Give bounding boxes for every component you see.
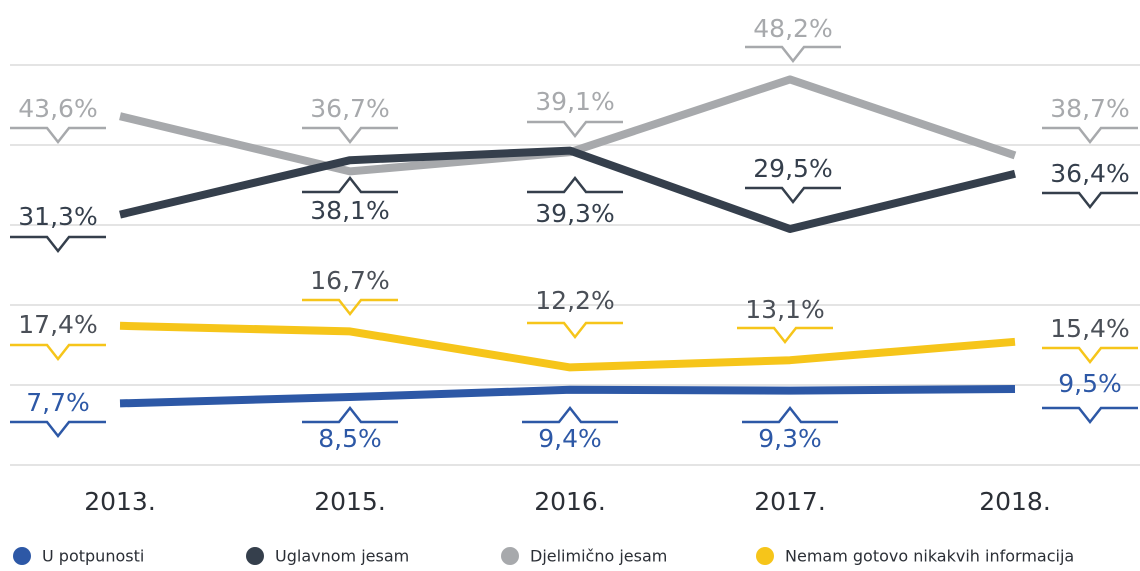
value-label: 13,1% — [745, 295, 824, 324]
value-label: 38,7% — [1050, 94, 1129, 123]
label-callout — [745, 186, 841, 205]
x-tick-label: 2013. — [84, 487, 156, 516]
label-callout — [527, 120, 623, 139]
legend-label: Nemam gotovo nikakvih informacija — [785, 547, 1074, 566]
value-label: 7,7% — [26, 388, 90, 417]
label-callout — [742, 405, 838, 424]
value-label: 9,5% — [1058, 369, 1122, 398]
label-callout — [1042, 191, 1138, 210]
value-label: 9,4% — [538, 424, 602, 453]
label-callout — [10, 420, 106, 439]
x-tick-label: 2017. — [754, 487, 826, 516]
label-callout — [527, 175, 623, 194]
legend-swatch — [756, 547, 774, 565]
legend-label: Uglavnom jesam — [275, 547, 409, 566]
value-label: 39,1% — [535, 87, 614, 116]
x-tick-label: 2015. — [314, 487, 386, 516]
label-callout — [302, 175, 398, 194]
value-label: 15,4% — [1050, 314, 1129, 343]
series-line — [119, 385, 1016, 408]
x-tick-label: 2018. — [979, 487, 1051, 516]
value-label: 39,3% — [535, 199, 614, 228]
series-line — [119, 321, 1016, 372]
value-label: 8,5% — [318, 424, 382, 453]
legend-label: Djelimično jesam — [530, 547, 667, 566]
label-callout — [10, 126, 106, 145]
label-callout — [302, 298, 398, 317]
label-callout — [1042, 126, 1138, 145]
value-label: 36,7% — [310, 94, 389, 123]
label-callout — [1042, 406, 1138, 425]
legend-swatch — [13, 547, 31, 565]
value-label: 17,4% — [18, 310, 97, 339]
label-callout — [302, 126, 398, 145]
label-callout — [302, 405, 398, 424]
value-label: 12,2% — [535, 286, 614, 315]
label-callout — [522, 405, 618, 424]
value-label: 16,7% — [310, 266, 389, 295]
series-line — [119, 146, 1016, 233]
label-callout — [745, 45, 841, 64]
value-label: 31,3% — [18, 202, 97, 231]
value-label: 48,2% — [753, 14, 832, 43]
label-callout — [10, 343, 106, 362]
value-label: 38,1% — [310, 196, 389, 225]
label-callout — [1042, 346, 1138, 365]
legend-swatch — [501, 547, 519, 565]
value-label: 9,3% — [758, 424, 822, 453]
legend-swatch — [246, 547, 264, 565]
label-callout — [527, 321, 623, 340]
value-label: 36,4% — [1050, 159, 1129, 188]
x-tick-label: 2016. — [534, 487, 606, 516]
value-label: 29,5% — [753, 154, 832, 183]
value-label: 43,6% — [18, 94, 97, 123]
label-callout — [737, 326, 833, 345]
label-callout — [10, 235, 106, 254]
legend-label: U potpunosti — [42, 547, 144, 566]
